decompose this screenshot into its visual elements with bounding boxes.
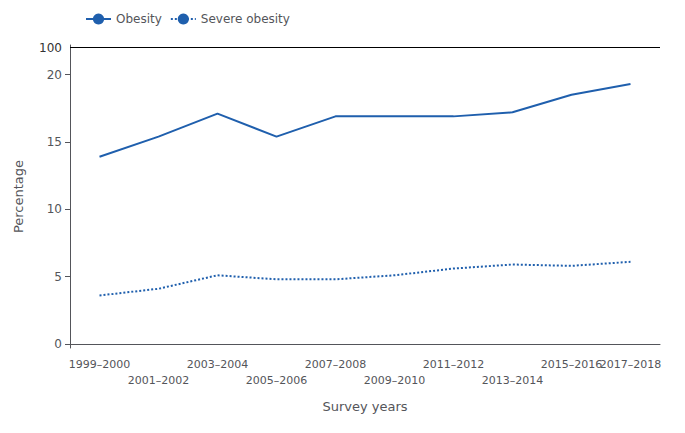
svg-text:2017–2018: 2017–2018: [600, 358, 662, 371]
svg-text:100: 100: [39, 41, 62, 55]
svg-text:2015–2016: 2015–2016: [541, 358, 603, 371]
svg-text:2009–2010: 2009–2010: [364, 374, 426, 387]
svg-text:2001–2002: 2001–2002: [128, 374, 190, 387]
svg-text:1999–2000: 1999–2000: [69, 358, 131, 371]
svg-text:Survey years: Survey years: [322, 399, 407, 414]
svg-text:2007–2008: 2007–2008: [305, 358, 367, 371]
svg-text:20: 20: [47, 68, 62, 82]
svg-text:2011–2012: 2011–2012: [423, 358, 485, 371]
svg-text:0: 0: [54, 337, 62, 351]
svg-text:Severe obesity: Severe obesity: [201, 12, 290, 26]
svg-text:15: 15: [47, 135, 62, 149]
svg-text:Obesity: Obesity: [116, 12, 162, 26]
svg-text:2005–2006: 2005–2006: [246, 374, 308, 387]
svg-text:2013–2014: 2013–2014: [482, 374, 544, 387]
svg-text:2003–2004: 2003–2004: [187, 358, 249, 371]
svg-text:Percentage: Percentage: [11, 160, 26, 233]
svg-text:10: 10: [47, 202, 62, 216]
svg-text:5: 5: [54, 270, 62, 284]
